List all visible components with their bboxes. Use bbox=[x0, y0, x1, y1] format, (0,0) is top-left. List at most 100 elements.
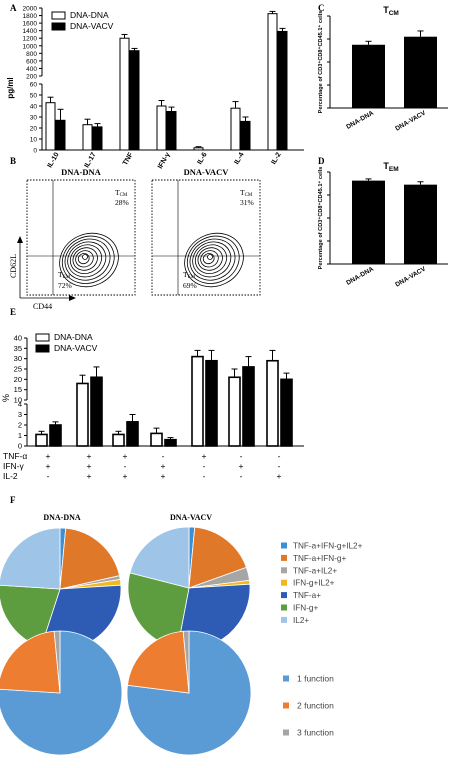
cd44-arrow-head bbox=[69, 295, 76, 301]
chart-title: TEM bbox=[383, 161, 398, 173]
y-tick-label: 800 bbox=[26, 51, 37, 58]
bottom-pie-dna-vacv-slice-1 bbox=[127, 630, 190, 694]
y-tick-label: 1800 bbox=[23, 13, 38, 20]
x-tick-label: TNF bbox=[122, 151, 135, 167]
sign-r1-g0: + bbox=[46, 461, 51, 471]
bar-group1-0 bbox=[76, 382, 89, 447]
bar-IL-10-0 bbox=[45, 102, 56, 151]
sign-r0-g4: + bbox=[202, 451, 207, 461]
bar-group0-0 bbox=[35, 433, 48, 447]
bar-group2-1 bbox=[126, 421, 139, 447]
sign-r2-g4: - bbox=[203, 471, 206, 481]
bottom-legend-swatch-1 bbox=[283, 702, 289, 709]
row-label-2: IL-2 bbox=[3, 471, 18, 481]
bar-group0-1 bbox=[49, 424, 62, 447]
top-legend-swatch-5 bbox=[281, 604, 287, 611]
contour-core bbox=[82, 254, 88, 260]
flow-title-0: DNA-DNA bbox=[61, 167, 102, 177]
bar-group3-0 bbox=[150, 432, 163, 447]
sign-r0-g1: + bbox=[87, 451, 92, 461]
y-tick-label: 50 bbox=[30, 93, 38, 100]
x-tick-label: IL-10 bbox=[46, 151, 60, 169]
panel-a-cytokine-chart: 0 10 20 30 40 50 60200400600800100012001400160… bbox=[6, 6, 304, 170]
bar-IL-4-0 bbox=[230, 107, 241, 151]
x-axis-label: CD44 bbox=[33, 302, 52, 311]
y-axis-label: Percentage of CD3⁺CD8⁺CD45.1⁺ cells bbox=[317, 167, 324, 270]
y-tick-label: 1000 bbox=[23, 43, 38, 50]
flow-title-1: DNA-VACV bbox=[184, 167, 230, 177]
bar-IL-17-1 bbox=[92, 126, 103, 151]
y-tick-label: 25 bbox=[14, 365, 22, 374]
y-tick-label: 600 bbox=[26, 58, 37, 65]
chart-title: TCM bbox=[383, 5, 399, 17]
flow-plot-frame bbox=[151, 179, 261, 296]
bar-TNF-1 bbox=[129, 50, 140, 151]
contour-ring bbox=[69, 244, 103, 274]
x-tick-label: IL-6 bbox=[196, 151, 208, 165]
y-axis-label: % bbox=[1, 394, 11, 402]
bar-IL-10-1 bbox=[55, 119, 66, 151]
panel-d-tem-chart: TEM Percentage of CD3⁺CD8⁺CD45.1⁺ cells DN… bbox=[317, 161, 448, 289]
y-tick-label: 30 bbox=[30, 115, 38, 122]
bar-IL-2-1 bbox=[277, 30, 288, 151]
row-label-1: IFN-γ bbox=[3, 461, 25, 471]
sign-r0-g3: - bbox=[162, 451, 165, 461]
bar-group4-1 bbox=[205, 359, 218, 447]
panel-letter-c: C bbox=[318, 3, 325, 13]
y-tick-label: 20 bbox=[30, 126, 38, 133]
bottom-pie-dna-dna-slice-2 bbox=[53, 630, 61, 694]
panel-f-pie-charts: DNA-DNA DNA-VACVTNF-a+IFN-g+IL2+TNF-a+IFN… bbox=[0, 513, 363, 756]
sign-r0-g0: + bbox=[46, 451, 51, 461]
bottom-legend-label-0: 1 function bbox=[297, 674, 334, 684]
panel-letter-b: B bbox=[10, 156, 16, 166]
y-tick-label: 3 bbox=[18, 410, 22, 419]
y-tick-label: 2000 bbox=[23, 6, 38, 13]
top-pie-dna-vacv-slice-6 bbox=[129, 526, 190, 589]
tcm-percent: 28% bbox=[115, 198, 129, 207]
bar-IFN-γ-1 bbox=[166, 111, 177, 151]
top-legend-label-0: TNF-a+IFN-g+IL2+ bbox=[293, 542, 363, 551]
contour-ring bbox=[59, 232, 119, 288]
tcm-label: TCM bbox=[240, 188, 253, 198]
y-tick-label: 10 bbox=[14, 396, 22, 405]
legend-a-label-1: DNA-VACV bbox=[70, 21, 114, 31]
legend-e-label-1: DNA-VACV bbox=[54, 343, 98, 353]
legend-a-swatch-0 bbox=[51, 11, 66, 20]
y-axis-label: CD62L bbox=[9, 254, 18, 278]
x-tick-label: DNA-VACV bbox=[394, 265, 427, 288]
sign-r0-g2: + bbox=[123, 451, 128, 461]
tcm-label: TCM bbox=[115, 188, 128, 198]
sign-r2-g0: - bbox=[47, 471, 50, 481]
cd62l-arrow-head bbox=[17, 236, 23, 243]
top-legend-label-5: IFN-g+ bbox=[293, 604, 318, 613]
bar-IL-6-0 bbox=[193, 147, 204, 151]
contour-ring bbox=[67, 241, 107, 278]
bar-IL-17-0 bbox=[82, 124, 93, 151]
tem-label: TEM bbox=[183, 270, 196, 280]
legend-e-swatch-0 bbox=[35, 333, 50, 342]
x-tick-label: DNA-VACV bbox=[394, 109, 427, 132]
bar-DNA-DNA bbox=[352, 44, 385, 108]
contour-ring bbox=[184, 232, 244, 288]
top-legend-label-1: TNF-a+IFN-g+ bbox=[293, 554, 346, 563]
bar-group1-1 bbox=[90, 376, 103, 447]
flow-plot-frame bbox=[26, 179, 136, 296]
y-tick-label: 0 bbox=[18, 442, 22, 451]
x-tick-label: IL-4 bbox=[233, 151, 245, 165]
bottom-legend-label-2: 3 function bbox=[297, 728, 334, 738]
bottom-pie-dna-dna-slice-1 bbox=[0, 630, 61, 694]
contour-ring bbox=[61, 235, 115, 284]
y-axis-label: Percentage of CD3⁺CD8⁺CD45.1⁺ cells bbox=[317, 11, 324, 114]
x-tick-label: IL-2 bbox=[270, 151, 282, 165]
legend-e-label-0: DNA-DNA bbox=[54, 332, 93, 342]
top-legend-label-4: TNF-a+ bbox=[293, 591, 321, 600]
y-tick-label: 30 bbox=[14, 354, 22, 363]
top-legend-swatch-2 bbox=[281, 567, 287, 574]
y-tick-label: 1200 bbox=[23, 36, 38, 43]
y-tick-label: 0 bbox=[33, 148, 37, 155]
sign-r2-g1: + bbox=[87, 471, 92, 481]
contour-ring bbox=[77, 253, 90, 265]
legend-a-label-0: DNA-DNA bbox=[70, 10, 109, 20]
bar-IL-4-1 bbox=[240, 120, 251, 151]
